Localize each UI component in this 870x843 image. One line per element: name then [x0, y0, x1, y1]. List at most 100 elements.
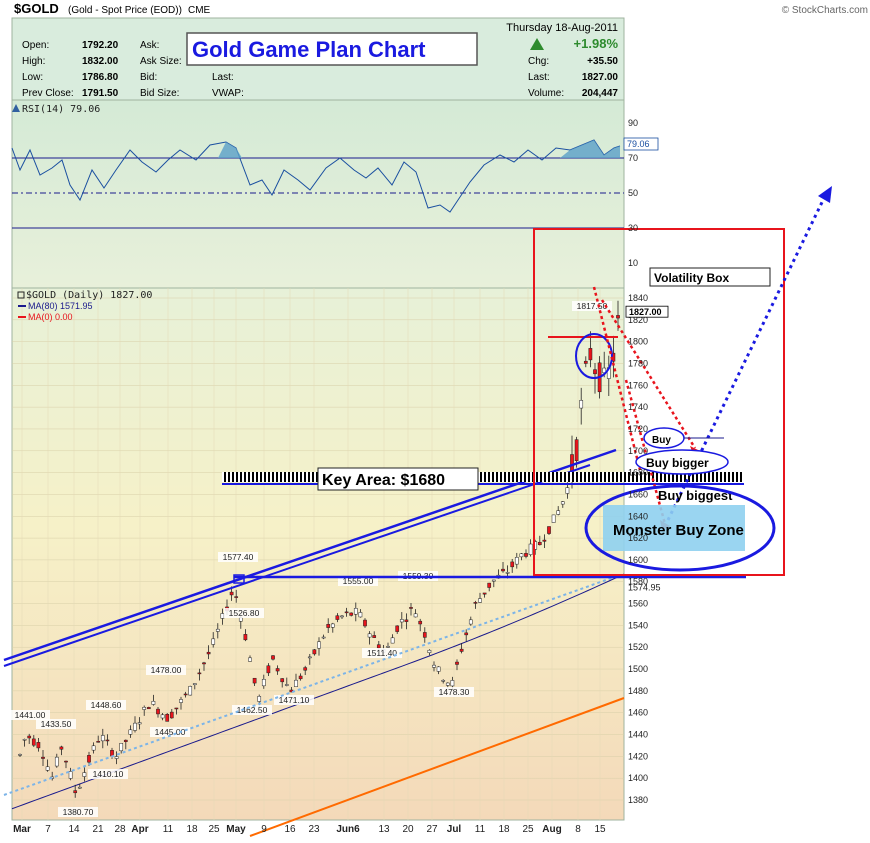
- candle-body: [551, 514, 556, 523]
- candle-body: [261, 678, 266, 687]
- red-arrow-2: [600, 299, 697, 449]
- rsi-overbought-fill: [218, 142, 242, 158]
- candle-body: [441, 680, 446, 682]
- candle-body: [537, 541, 542, 546]
- candle-body: [188, 686, 193, 696]
- candle-body: [105, 739, 110, 742]
- price-callout-bg: [58, 807, 98, 817]
- price-tick-label: 1540: [628, 620, 648, 630]
- field-prev-label: Prev Close:: [22, 88, 74, 99]
- candle-body: [524, 553, 528, 557]
- candle-body: [266, 665, 271, 674]
- price-callout-bg: [218, 552, 258, 562]
- candle-body: [363, 619, 367, 627]
- trendline-upper-2: [3, 464, 591, 667]
- candle-body: [399, 619, 404, 623]
- rsi-overbought-fill: [560, 140, 620, 158]
- field-prev-value: 1791.50: [82, 88, 119, 99]
- candle-body: [321, 636, 326, 639]
- date-label: Thursday 18-Aug-2011: [506, 22, 618, 34]
- support-marker: [233, 574, 245, 584]
- candle-body: [427, 649, 432, 653]
- candle-body: [243, 634, 248, 641]
- ask-label: Ask:: [140, 40, 159, 51]
- blue-up-arrow: [666, 193, 828, 521]
- source-label: © StockCharts.com: [782, 5, 868, 16]
- date-tick-label: 7: [45, 824, 51, 835]
- price-callout: 1462.50: [237, 705, 268, 715]
- price-tick-label: 1480: [628, 686, 648, 696]
- candle-body: [386, 646, 390, 648]
- price-callout-bg: [150, 727, 190, 737]
- candle-body: [510, 561, 515, 568]
- candle-body: [73, 790, 78, 794]
- legend-ma80: MA(80) 1571.95: [28, 301, 93, 311]
- buy-label: Buy: [652, 435, 671, 446]
- candle-body: [59, 746, 64, 750]
- candle-body: [64, 760, 68, 763]
- candle-body: [220, 613, 225, 619]
- candle-body: [192, 683, 197, 686]
- candle-body: [588, 348, 593, 361]
- field-high-value: 1832.00: [82, 56, 119, 67]
- title-box: [186, 32, 478, 66]
- price-tick-label: 1600: [628, 555, 648, 565]
- grid-lines: [12, 287, 624, 820]
- bid-label: Bid:: [140, 72, 157, 83]
- price-callout: 1817.50: [577, 301, 608, 311]
- candle-body: [77, 786, 82, 789]
- date-tick-label: 14: [68, 824, 80, 835]
- date-tick-label: 27: [426, 824, 438, 835]
- price-callout: 1380.70: [63, 807, 94, 817]
- candle-body: [229, 591, 234, 596]
- price-callout: 1555.00: [343, 576, 374, 586]
- price-callout: 1526.80: [229, 608, 260, 618]
- price-callout: 1410.10: [93, 769, 124, 779]
- date-tick-label: 18: [498, 824, 510, 835]
- price-tick-label: 1500: [628, 664, 648, 674]
- key-area-label: Key Area: $1680: [322, 472, 445, 489]
- price-callout: 1577.40: [223, 552, 254, 562]
- price-callout: 1511.40: [367, 648, 397, 658]
- rsi-current-tag: 79.06: [627, 139, 650, 149]
- ask-size-label: Ask Size:: [140, 56, 182, 67]
- candle-body: [478, 598, 482, 603]
- trendline-dotted: [3, 574, 621, 796]
- candle-body: [100, 735, 105, 742]
- candle-body: [280, 678, 285, 683]
- candle-body: [206, 651, 211, 655]
- price-tick-label: 1640: [628, 511, 648, 521]
- candle-body: [487, 582, 492, 588]
- price-callout-bg: [146, 665, 186, 675]
- price-callout: 1478.30: [439, 687, 470, 697]
- price-tick-label: 1420: [628, 751, 648, 761]
- candle-body: [450, 680, 455, 687]
- price-tick-label: 1820: [628, 315, 648, 325]
- candle-body: [413, 613, 418, 618]
- price-callout-bg: [338, 576, 378, 586]
- candle-body: [18, 754, 22, 756]
- rsi-tick-label: 50: [628, 188, 638, 198]
- title-text: Gold Game Plan Chart: [192, 37, 426, 62]
- chg-value: +35.50: [587, 56, 618, 67]
- candle-body: [464, 632, 469, 636]
- candle-body: [340, 615, 344, 618]
- key-area-band: [222, 472, 744, 482]
- price-callout-bg: [434, 687, 474, 697]
- date-tick-label: 15: [594, 824, 606, 835]
- price-callout-bg: [224, 608, 264, 618]
- candle-body: [271, 655, 275, 660]
- date-tick-label: 16: [284, 824, 296, 835]
- candle-body: [418, 620, 423, 625]
- axis-layer: 1840182018001780176017401720170016801660…: [13, 118, 669, 835]
- candle-body: [436, 666, 441, 672]
- chg-label: Chg:: [528, 56, 549, 67]
- candle-body: [330, 623, 335, 628]
- candle-body: [128, 729, 133, 735]
- candle-body: [27, 735, 32, 739]
- candle-body: [307, 656, 312, 659]
- date-tick-label: Jul: [447, 824, 462, 835]
- candle-body: [169, 711, 174, 719]
- date-tick-label: Jun6: [336, 824, 360, 835]
